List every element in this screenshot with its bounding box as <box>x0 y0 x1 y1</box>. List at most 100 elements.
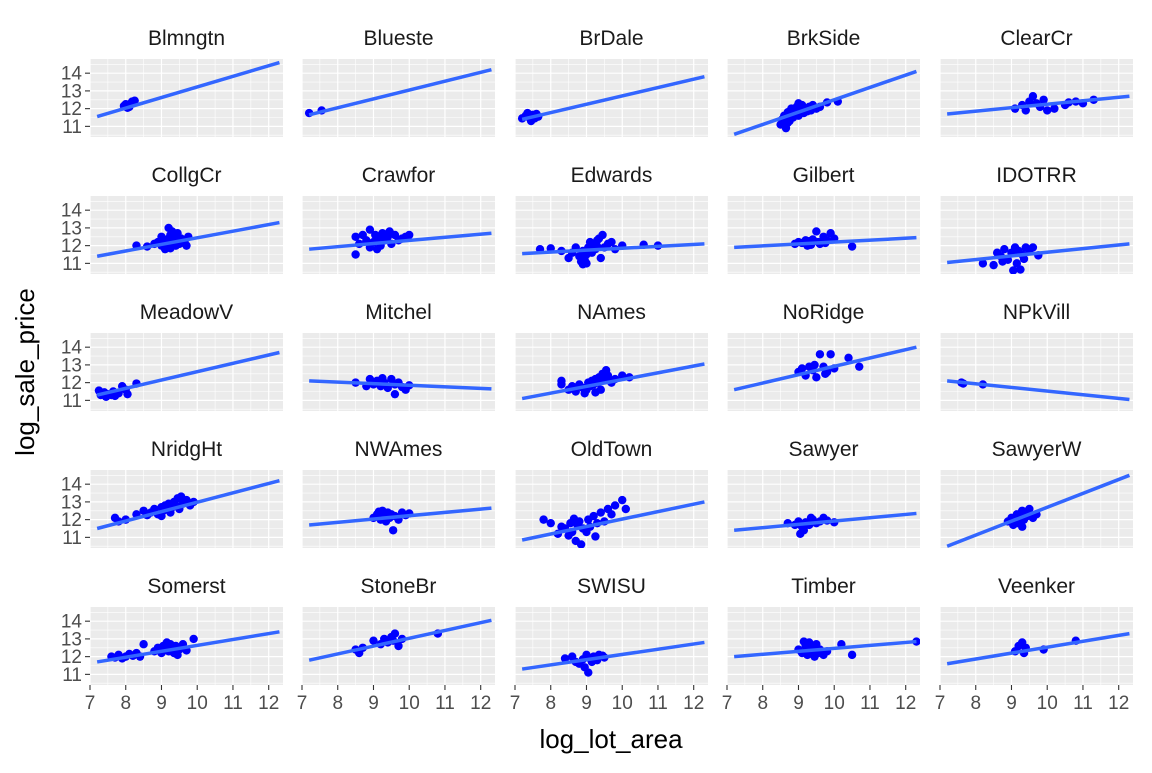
panel-background <box>302 59 495 137</box>
data-point <box>157 511 166 521</box>
data-point <box>621 504 630 514</box>
regression-line <box>308 506 492 527</box>
data-point <box>539 515 548 524</box>
strip-label: BrDale <box>579 27 643 50</box>
y-tick-label: 11 <box>62 254 82 275</box>
facet-panel-Blueste: Blueste <box>302 27 495 137</box>
regression-line <box>734 639 917 659</box>
panel-plot-area <box>940 59 1133 137</box>
y-tick-label: 14 <box>61 64 83 85</box>
y-tick-label: 12 <box>61 236 82 257</box>
facet-panel-OldTown: OldTown <box>515 438 708 548</box>
strip-label: Crawfor <box>362 164 436 187</box>
x-tick-label: 7 <box>722 693 733 714</box>
panel-background <box>90 333 283 411</box>
strip-label: NAmes <box>577 301 646 324</box>
strip-label: NridgHt <box>151 438 222 461</box>
y-tick-label: 13 <box>61 355 82 376</box>
facet-panel-IDOTRR: IDOTRR <box>940 164 1133 274</box>
strip-label: Timber <box>791 575 856 598</box>
data-point <box>351 250 360 259</box>
regression-line <box>522 242 705 256</box>
data-point <box>1039 95 1048 104</box>
y-tick-label: 12 <box>61 99 82 120</box>
regression-line <box>521 362 705 401</box>
data-point <box>847 650 857 660</box>
facet-panel-Timber: Timber 7 8 9 10 11 12 <box>722 575 920 714</box>
x-tick-label: 11 <box>435 693 455 714</box>
strip-label: Blueste <box>363 27 433 50</box>
data-point <box>806 513 816 523</box>
facet-panel-Edwards: Edwards <box>515 164 708 274</box>
x-tick-label: 7 <box>85 693 96 714</box>
y-tick-label: 14 <box>61 475 83 496</box>
data-point <box>1021 106 1030 115</box>
panel-plot-area <box>727 59 920 137</box>
panel-plot-area <box>515 607 708 685</box>
x-tick-label: 9 <box>368 693 379 714</box>
data-point <box>173 650 182 660</box>
x-tick-label: 10 <box>1037 693 1058 714</box>
panel-plot-area <box>727 333 920 411</box>
data-point <box>783 118 792 128</box>
x-tick-label: 11 <box>648 693 668 714</box>
panel-plot-area <box>90 333 283 411</box>
facet-panel-NoRidge: NoRidge <box>727 301 920 411</box>
data-point <box>157 232 166 241</box>
strip-label: ClearCr <box>1000 27 1072 50</box>
data-point <box>405 230 414 240</box>
data-point <box>560 654 570 663</box>
x-tick-label: 11 <box>1073 693 1093 714</box>
y-tick-label: 12 <box>61 510 82 531</box>
regression-line <box>733 345 917 392</box>
regression-line <box>521 500 705 542</box>
x-tick-label: 10 <box>399 693 420 714</box>
data-point <box>607 510 616 519</box>
y-tick-label: 14 <box>61 201 83 222</box>
x-tick-label: 9 <box>1006 693 1017 714</box>
facet-panel-BrkSide: BrkSide <box>727 27 920 137</box>
data-point <box>523 108 532 118</box>
strip-label: IDOTRR <box>996 164 1077 187</box>
panel-plot-area <box>90 607 283 685</box>
data-point <box>576 540 586 548</box>
data-point <box>139 640 148 649</box>
x-tick-label: 7 <box>510 693 521 714</box>
x-tick-label: 12 <box>895 693 916 714</box>
data-point <box>1000 244 1009 254</box>
data-point <box>596 253 605 263</box>
y-tick-label: 14 <box>61 338 83 359</box>
x-tick-label: 8 <box>332 693 343 714</box>
data-point <box>546 518 555 528</box>
data-point <box>1009 266 1018 274</box>
x-tick-label: 11 <box>860 693 880 714</box>
y-tick-label: 12 <box>61 373 82 394</box>
regression-line <box>733 69 917 136</box>
data-point <box>369 636 378 645</box>
panel-plot-area <box>940 607 1133 685</box>
panel-background <box>515 333 708 411</box>
panel-background <box>940 196 1133 274</box>
regression-line <box>946 631 1130 666</box>
strip-label: NoRidge <box>783 301 865 324</box>
x-axis-title: log_lot_area <box>539 724 683 754</box>
data-point <box>812 227 821 236</box>
data-point <box>557 380 566 389</box>
data-point <box>598 230 607 240</box>
y-tick-label: 11 <box>62 528 82 549</box>
x-tick-label: 7 <box>935 693 946 714</box>
data-point <box>390 629 400 638</box>
regression-line <box>946 94 1130 116</box>
panel-plot-area <box>302 59 495 137</box>
panel-plot-area <box>727 196 920 274</box>
panel-plot-area <box>940 470 1133 548</box>
facet-panel-StoneBr: StoneBr 7 8 9 10 11 12 <box>297 575 495 714</box>
data-point <box>596 508 605 517</box>
data-point <box>618 495 627 505</box>
regression-line <box>946 379 1130 402</box>
x-tick-label: 12 <box>258 693 279 714</box>
y-tick-label: 11 <box>62 391 82 412</box>
y-tick-label: 13 <box>61 81 82 102</box>
